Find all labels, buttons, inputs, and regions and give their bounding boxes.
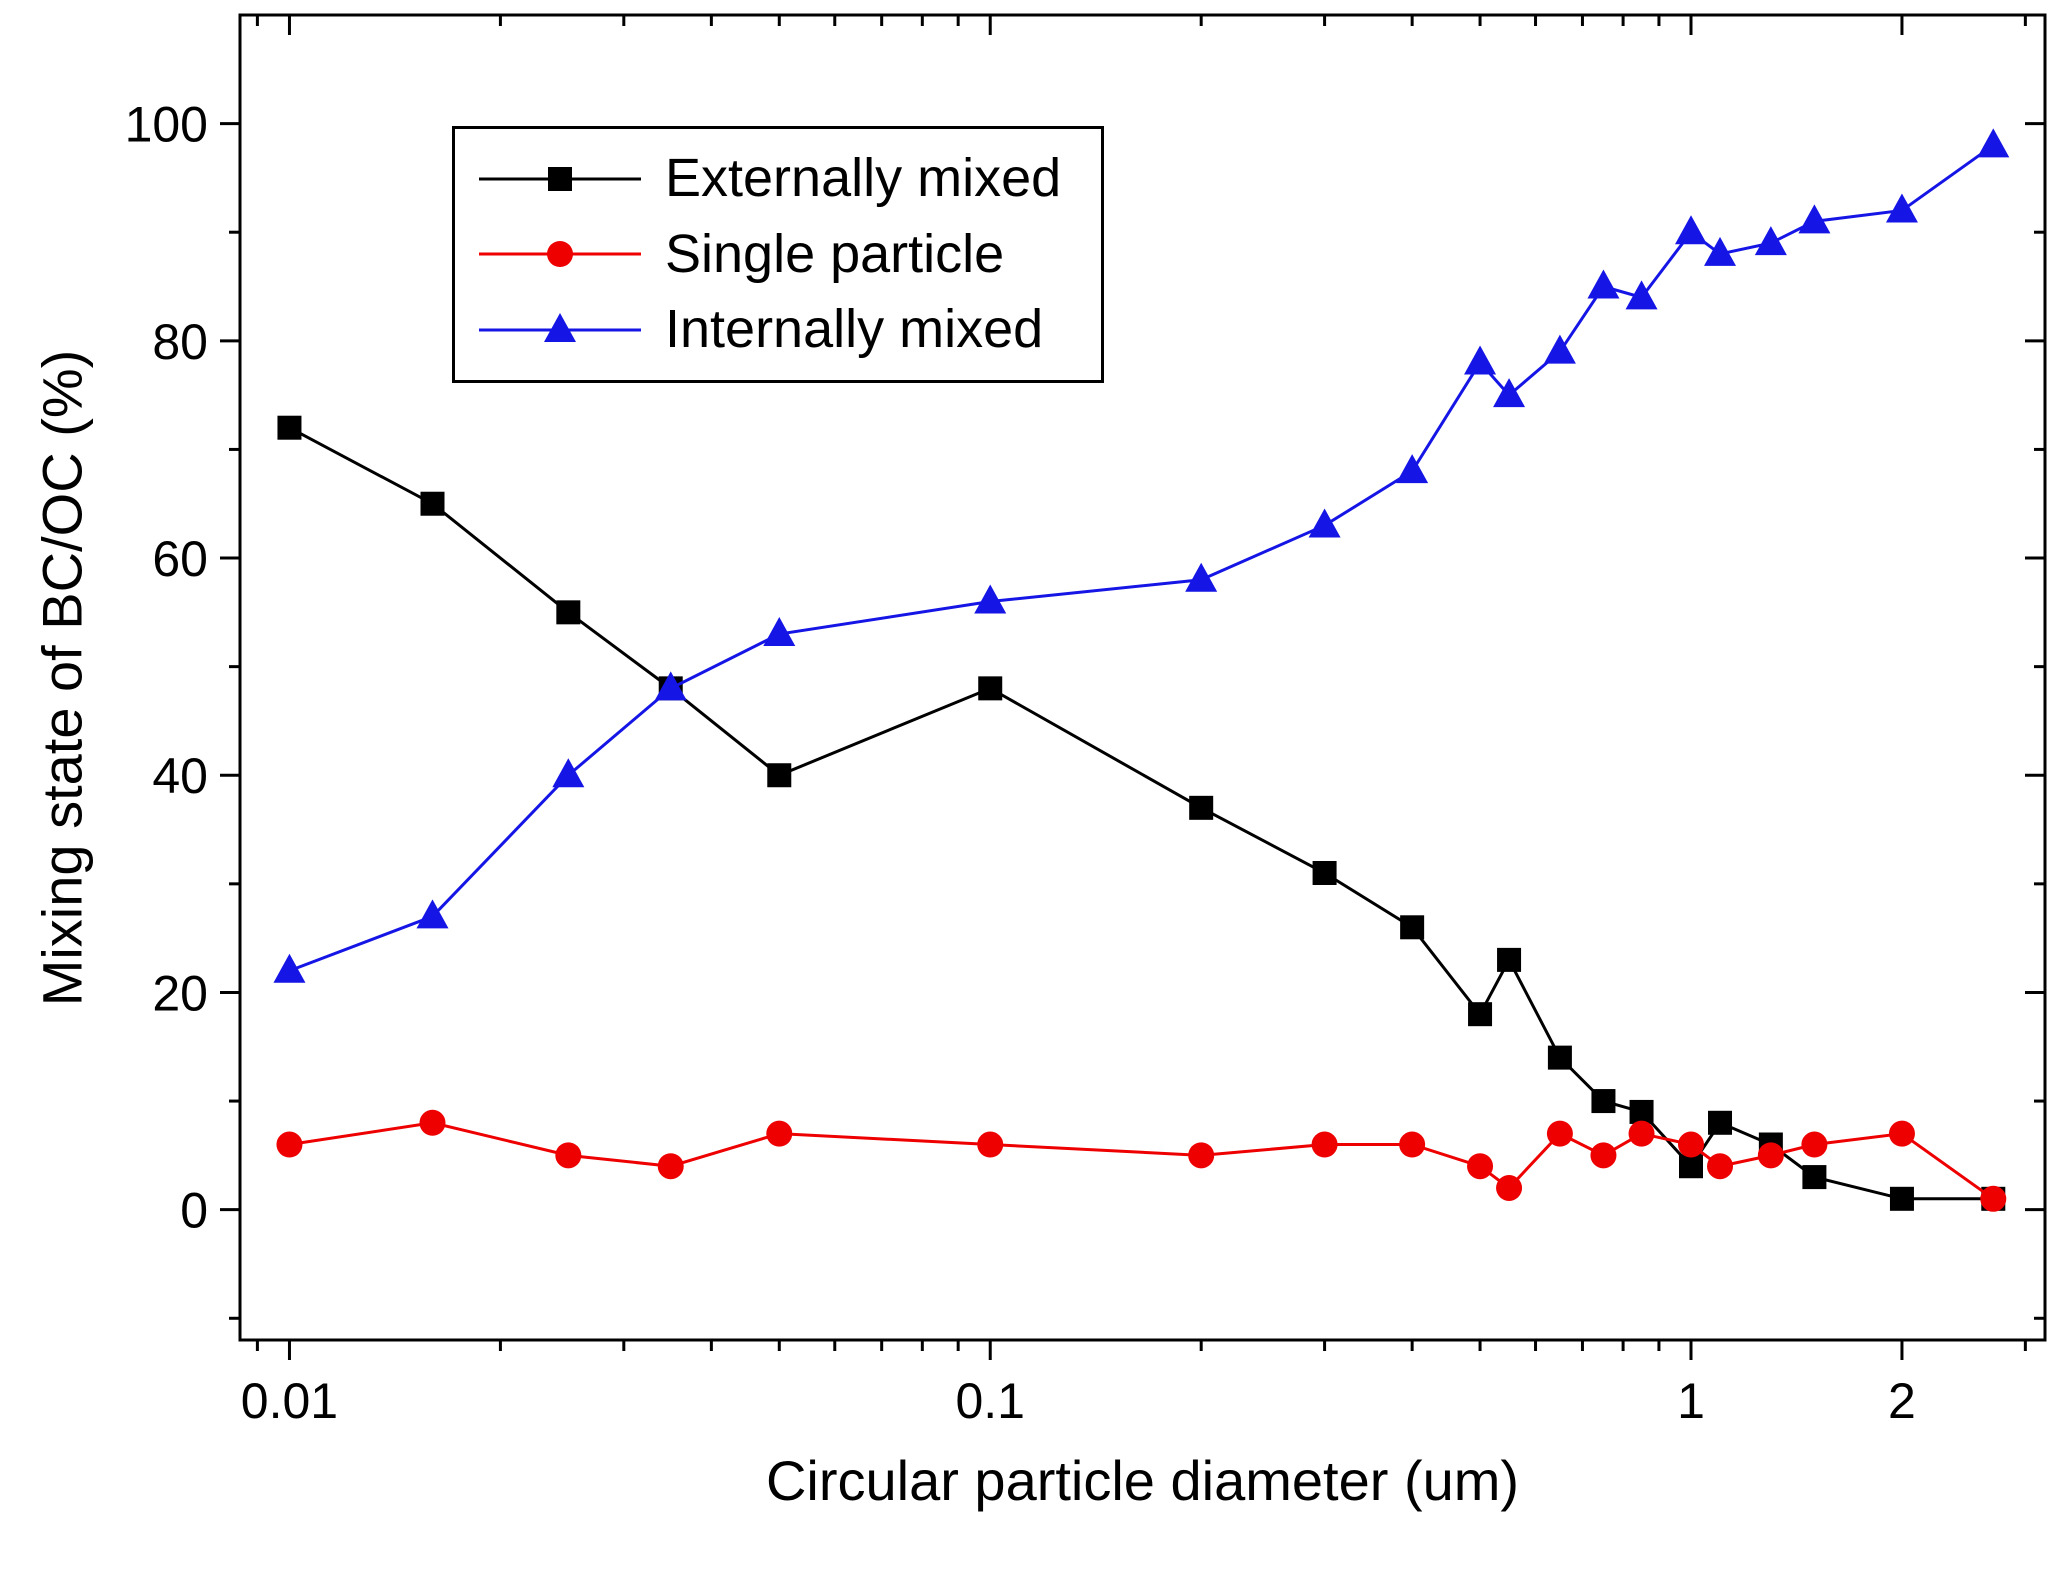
circle-marker — [1757, 1142, 1784, 1169]
square-marker — [1629, 1099, 1654, 1124]
legend: Externally mixed Single particle Internall… — [452, 126, 1105, 383]
triangle-marker — [416, 899, 449, 929]
triangle-marker — [1464, 345, 1497, 375]
square-marker — [1189, 795, 1214, 820]
square-icon — [548, 166, 572, 191]
square-marker — [277, 415, 302, 440]
square-marker — [420, 491, 445, 516]
triangle-marker — [1704, 236, 1737, 266]
square-marker — [1400, 915, 1425, 940]
x-tick-labels: 0.01 0.1 1 2 — [241, 1373, 1916, 1429]
y-tick-label: 0 — [180, 1183, 208, 1239]
circle-marker — [276, 1131, 303, 1158]
circle-marker — [1888, 1120, 1915, 1147]
plot-box — [238, 13, 2047, 1342]
square-marker — [1468, 1002, 1493, 1027]
triangle-marker — [654, 671, 687, 701]
y-tick-label: 20 — [152, 965, 208, 1021]
square-marker — [1497, 947, 1522, 972]
x-tick-label: 0.01 — [241, 1373, 338, 1429]
triangle-marker — [974, 584, 1007, 614]
circle-marker — [1188, 1142, 1215, 1169]
axis-ticks — [220, 15, 2045, 1360]
series-single-particle — [276, 1109, 2007, 1212]
square-marker — [1547, 1045, 1572, 1070]
y-tick-label: 100 — [125, 97, 208, 153]
square-marker — [556, 600, 581, 625]
triangle-marker — [1625, 280, 1658, 310]
circle-marker — [555, 1142, 582, 1169]
circle-marker — [1707, 1153, 1734, 1180]
legend-marker-square-icon — [479, 166, 641, 191]
legend-marker-triangle-icon — [479, 312, 641, 342]
triangle-marker — [763, 617, 796, 647]
circle-marker — [1399, 1131, 1426, 1158]
triangle-marker — [1798, 204, 1831, 234]
circle-marker — [1801, 1131, 1828, 1158]
legend-label: Single particle — [665, 223, 1005, 284]
square-marker — [767, 763, 792, 788]
circle-marker — [1546, 1120, 1573, 1147]
series-externally-mixed — [277, 415, 2006, 1211]
triangle-marker — [1754, 226, 1787, 256]
triangle-marker — [1543, 334, 1576, 364]
square-marker — [1312, 860, 1337, 885]
square-marker — [1889, 1186, 1914, 1211]
triangle-marker — [1885, 193, 1918, 223]
legend-entry-externally-mixed: Externally mixed — [475, 145, 1061, 213]
legend-label: Externally mixed — [665, 148, 1062, 208]
circle-marker — [1496, 1174, 1523, 1201]
square-marker — [1802, 1165, 1827, 1190]
triangle-marker — [1675, 215, 1708, 245]
circle-marker — [1678, 1131, 1705, 1158]
square-marker — [978, 676, 1003, 701]
legend-entry-single-particle: Single particle — [475, 221, 1061, 289]
triangle-marker — [1396, 454, 1429, 484]
triangle-marker — [1185, 562, 1218, 592]
x-tick-label: 2 — [1888, 1373, 1916, 1429]
y-tick-label: 60 — [152, 531, 208, 587]
circle-marker — [766, 1120, 793, 1147]
legend-entry-internally-mixed: Internally mixed — [475, 296, 1061, 364]
y-axis-title: Mixing state of BC/OC (%) — [30, 349, 94, 1007]
circle-marker — [1980, 1185, 2007, 1212]
circle-marker — [977, 1131, 1004, 1158]
series-line-single-particle — [289, 1121, 1995, 1201]
triangle-marker — [1587, 269, 1620, 299]
circle-marker — [1311, 1131, 1338, 1158]
x-axis-title: Circular particle diameter (um) — [765, 1449, 1520, 1512]
x-tick-label: 1 — [1677, 1373, 1705, 1429]
square-marker — [1591, 1089, 1616, 1114]
triangle-icon — [544, 312, 576, 342]
triangle-marker — [1308, 508, 1341, 538]
series-internally-mixed — [273, 128, 2010, 983]
square-marker — [1708, 1110, 1733, 1135]
legend-label: Internally mixed — [665, 299, 1044, 359]
x-tick-label: 0.1 — [955, 1373, 1025, 1429]
circle-marker — [1628, 1120, 1655, 1147]
y-tick-labels: 0 20 40 60 80 100 — [125, 97, 208, 1239]
series-line-externally-mixed — [288, 426, 1994, 1201]
triangle-marker — [1977, 128, 2010, 158]
circle-marker — [1467, 1153, 1494, 1180]
circle-marker — [1590, 1142, 1617, 1169]
y-tick-label: 40 — [152, 748, 208, 804]
triangle-marker — [1493, 378, 1526, 408]
legend-marker-circle-icon — [479, 241, 641, 268]
circle-marker — [419, 1109, 446, 1136]
circle-icon — [547, 241, 573, 268]
triangle-marker — [552, 758, 585, 788]
circle-marker — [657, 1153, 684, 1180]
y-tick-label: 80 — [152, 314, 208, 370]
triangle-marker — [273, 953, 306, 983]
square-marker — [1679, 1154, 1704, 1179]
